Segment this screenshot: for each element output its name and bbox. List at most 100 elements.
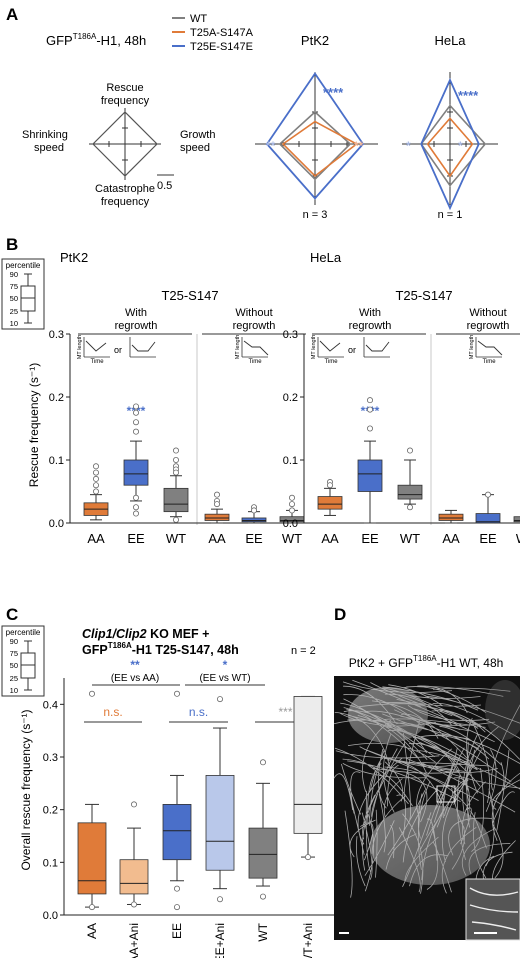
percentile-c-tick-90: 90 [10,637,18,646]
group-with-regrowth-line2: regrowth [349,320,392,332]
inset-ylabel: MT length [469,335,475,359]
panel-a-letter: A [6,5,18,24]
outlier-point [304,854,311,861]
panel-b-hela-title: HeLa [310,250,342,265]
y-tick-label: 0.0 [283,518,298,530]
panel-c-letter: C [6,605,18,624]
cell-lower [370,805,490,885]
radar-hela-sig-left: * [406,139,411,153]
y-tick-label: 0.2 [49,392,64,404]
outlier-point [93,469,100,476]
box-aa-ani [119,859,149,895]
radar-ptk2: PtK2 **** ** ** n = 3 [255,33,378,221]
percentile-legend-b: percentile 90 75 50 25 10 [1,258,45,330]
outlier-point [259,893,266,900]
group-without-regrowth-line1: Without [235,307,272,319]
radar-hela-series-ee [420,77,480,211]
y-tick-label: 0.3 [283,329,298,341]
inset-trace [319,340,341,352]
box-ee [162,804,192,861]
panel-c-title: Clip1/Clip2 KO MEF + [82,627,209,641]
outlier-point [172,516,179,523]
inset-ylabel: MT length [77,335,83,359]
outlier-point [259,759,266,766]
radar-ptk2-sig-top: **** [323,85,344,100]
radar-schematic: Rescue frequency Shrinking speed Growth … [22,82,215,208]
box-wt [248,827,278,879]
percentile-tick-75: 75 [10,282,18,291]
outlier-point [250,507,257,514]
box-ee [357,459,383,492]
outlier-point [132,494,139,501]
box-wt [163,487,189,513]
sig-ee-vs-wt: * [223,658,228,672]
inset-or: or [114,345,122,355]
category-label: EE [361,531,379,546]
ns-aa: n.s. [103,705,122,719]
radar-ptk2-sig-left: ** [266,139,276,153]
outlier-point [130,901,137,908]
y-tick-label: 0.4 [43,699,58,711]
outlier-point [93,482,100,489]
inset-xlabel: Time [248,359,262,365]
sig-ee-vs-aa-label: (EE vs AA) [111,673,159,684]
group-with-regrowth-line1: With [125,307,147,319]
outlier-point [132,428,139,435]
outlier-point [130,801,137,808]
inset-trace [477,340,503,356]
category-label: EE+Ani [213,923,227,958]
outlier-point [406,447,413,454]
radar-ptk2-title: PtK2 [301,33,329,48]
outlier-point [216,896,223,903]
outlier-point [288,507,295,514]
percentile-tick-10: 10 [10,319,18,328]
axis-label-rescue-2: frequency [101,95,150,107]
legend-label-aa: T25A-S147A [190,27,254,39]
group-with-regrowth-line2: regrowth [115,320,158,332]
inset-ylabel: MT length [235,335,241,359]
axis-label-shrinking-2: speed [34,142,64,154]
radar-ptk2-n: n = 3 [303,209,328,221]
outlier-point [366,397,373,404]
percentile-c-tick-50: 50 [10,661,18,670]
cell-right-edge [485,680,520,740]
outlier-point [132,419,139,426]
box-aa [77,822,107,895]
micrograph [333,676,520,941]
panel-b-ylabel: Rescue frequency (s⁻¹) [27,363,41,487]
percentile-legend-title: percentile [6,261,41,270]
box-aa [317,496,343,510]
box-ee-ani [205,775,235,871]
outlier-point [93,475,100,482]
outlier-point [89,690,96,697]
y-tick-label: 0.2 [283,392,298,404]
outlier-point [326,482,333,489]
cell-upper-left [348,687,428,743]
construct-label: GFPT186A-H1, 48h [46,32,146,48]
box-aa [204,513,230,521]
radar-ptk2-series-ee [265,72,365,200]
radar-hela-sig-top: **** [458,88,479,103]
legend-label-wt: WT [190,13,207,25]
category-label: EE [245,531,263,546]
outlier-point [89,904,96,911]
panel-d-title: PtK2 + GFPT186A-H1 WT, 48h [349,654,504,670]
outlier-point [288,501,295,508]
category-label: EE [479,531,497,546]
inset-xlabel: Time [324,359,338,365]
panel-b-letter: B [6,235,18,254]
group-with-regrowth-line1: With [359,307,381,319]
inset-trace [131,341,156,352]
category-label: AA [208,531,226,546]
outlier-point [173,885,180,892]
panel-b-ptk2-title: PtK2 [60,250,88,265]
percentile-c-tick-25: 25 [10,674,18,683]
percentile-c-tick-10: 10 [10,686,18,695]
radar-ptk2-series-aa [281,120,359,178]
outlier-point [132,403,139,410]
y-tick-label: 0.1 [43,857,58,869]
inset-trace [365,341,390,352]
